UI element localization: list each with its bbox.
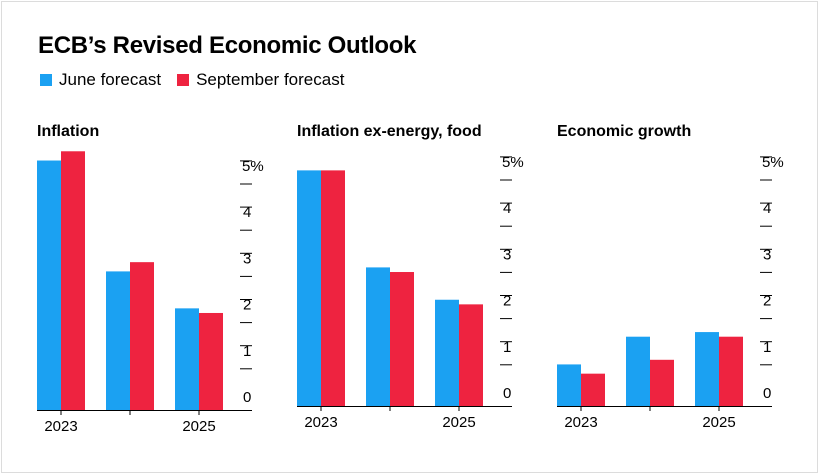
y-tick-label: 5% bbox=[502, 154, 524, 171]
panel-title-0: Inflation bbox=[37, 123, 99, 140]
x-tick-label: 2025 bbox=[442, 414, 475, 431]
y-tick-label: 2 bbox=[763, 293, 771, 310]
y-tick-label: 0 bbox=[503, 385, 511, 402]
x-tick-label: 2023 bbox=[304, 414, 337, 431]
bar-september-2024 bbox=[650, 359, 674, 406]
bar-june-2024 bbox=[366, 267, 390, 406]
legend-label-september: September forecast bbox=[196, 70, 345, 89]
y-tick-label: 3 bbox=[763, 246, 771, 263]
bar-september-2025 bbox=[459, 304, 483, 406]
y-tick-label: 3 bbox=[503, 246, 511, 263]
bar-september-2025 bbox=[719, 336, 743, 406]
y-tick-label: 3 bbox=[243, 250, 251, 267]
y-tick-label: 5% bbox=[242, 158, 264, 175]
panel-title-1: Inflation ex-energy, food bbox=[297, 123, 482, 140]
y-tick-label: 4 bbox=[503, 200, 511, 217]
y-tick-label: 1 bbox=[243, 343, 251, 360]
legend-swatch-june bbox=[40, 74, 52, 86]
y-tick-label: 1 bbox=[503, 339, 511, 356]
y-tick-label: 5% bbox=[762, 154, 784, 171]
bar-september-2023 bbox=[321, 170, 345, 406]
bar-september-2024 bbox=[130, 262, 154, 410]
y-tick-label: 0 bbox=[763, 385, 771, 402]
bar-september-2023 bbox=[61, 151, 85, 410]
bar-june-2023 bbox=[297, 170, 321, 406]
x-tick-label: 2025 bbox=[702, 414, 735, 431]
y-tick-label: 2 bbox=[503, 293, 511, 310]
bar-june-2025 bbox=[435, 299, 459, 406]
x-tick-label: 2025 bbox=[182, 418, 215, 435]
legend-swatch-september bbox=[177, 74, 190, 86]
bar-june-2024 bbox=[626, 336, 650, 406]
x-tick-label: 2023 bbox=[564, 414, 597, 431]
bar-september-2023 bbox=[581, 373, 605, 406]
y-tick-label: 1 bbox=[763, 339, 771, 356]
legend-item-september: September forecast bbox=[177, 70, 344, 90]
legend-label-june: June forecast bbox=[59, 70, 162, 89]
y-tick-label: 4 bbox=[243, 204, 251, 221]
panel-title-2: Economic growth bbox=[557, 123, 691, 140]
bar-june-2024 bbox=[106, 271, 130, 410]
bar-june-2025 bbox=[695, 332, 719, 406]
page-title: ECB’s Revised Economic Outlook bbox=[38, 32, 417, 59]
x-tick-label: 2023 bbox=[44, 418, 77, 435]
bar-june-2023 bbox=[557, 364, 581, 406]
y-tick-label: 2 bbox=[243, 297, 251, 314]
y-tick-label: 4 bbox=[763, 200, 771, 217]
y-tick-label: 0 bbox=[243, 389, 251, 406]
bar-june-2025 bbox=[175, 308, 199, 410]
bar-september-2025 bbox=[199, 312, 223, 410]
legend: June forecast September forecast bbox=[40, 70, 360, 90]
bar-september-2024 bbox=[390, 272, 414, 406]
bar-june-2023 bbox=[37, 160, 61, 410]
legend-item-june: June forecast bbox=[40, 70, 161, 90]
